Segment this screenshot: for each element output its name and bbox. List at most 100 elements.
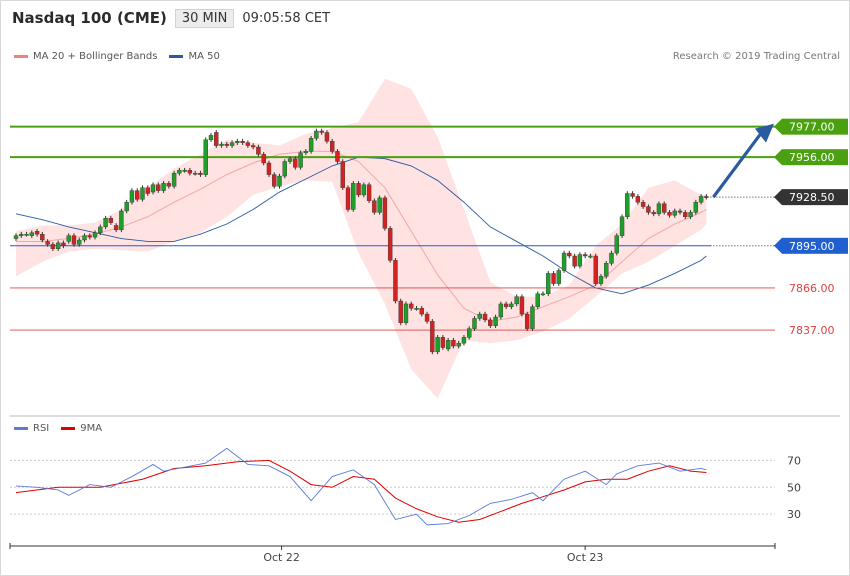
candle-body-4 [34,231,40,235]
candle-body-77 [419,308,424,315]
ma20-line [16,150,707,322]
candle-body-21 [124,202,129,212]
candle-body-40 [224,143,230,146]
candle-body-64 [351,183,356,210]
candle-body-92 [498,303,504,318]
candle-body-27 [156,184,161,191]
legend-ma50-label: MA 50 [188,51,220,62]
candle-body-46 [256,146,261,155]
candle-body-31 [177,170,182,174]
candle-body-42 [235,140,240,143]
candle-body-36 [203,139,208,175]
candle-body-74 [403,303,409,324]
candle-body-104 [561,252,567,271]
candle-body-90 [488,319,493,326]
candle-body-9 [61,242,66,247]
candle-body-67 [366,184,372,201]
candle-body-125 [672,210,677,216]
candle-body-7 [50,244,56,249]
candle-body-127 [683,212,688,217]
legend-rsi-ma: 9MA [61,423,102,434]
candle-body-107 [577,254,583,267]
candle-body-114 [614,235,619,254]
candle-body-63 [345,187,351,210]
candle-body-58 [319,130,324,133]
candle-body-24 [140,187,145,200]
legend-rsi-label: RSI [33,423,50,434]
candle-body-53 [293,158,298,168]
pivot-label-text: 7895.00 [789,240,835,253]
candle-body-86 [467,328,472,338]
support-label-1: 7866.00 [789,282,835,295]
candle-body-123 [662,203,667,213]
candle-body-26 [150,184,156,193]
candle-body-111 [598,276,604,284]
candle-body-106 [572,255,577,267]
candle-body-47 [261,154,266,164]
candle-body-79 [430,321,435,353]
candle-body-93 [503,303,509,308]
candle-body-116 [625,193,630,217]
rsi-line [15,447,707,526]
candle-body-110 [593,255,598,284]
candle-body-59 [324,132,330,142]
resistance-label-1-pointer [774,118,782,135]
candle-body-41 [229,142,235,146]
current-price-label-text: 7928.50 [789,191,835,204]
x-tick-label-0: Oct 22 [263,551,300,564]
candle-body-68 [372,200,377,213]
candle-body-62 [340,161,345,188]
timeframe-badge[interactable]: 30 MIN [174,8,235,28]
candle-body-10 [66,235,71,242]
candle-body-78 [424,313,430,322]
candle-body-44 [245,142,251,146]
candle-body-65 [356,183,361,196]
candle-body-61 [335,151,340,162]
candle-body-20 [119,210,124,231]
candle-body-17 [103,218,108,228]
candle-body-2 [24,233,29,236]
instrument-title: Nasdaq 100 (CME) [12,9,167,27]
candle-body-8 [55,242,61,249]
candle-body-22 [129,190,135,203]
candle-body-69 [377,197,382,213]
candle-body-89 [482,313,488,321]
current-price-label-box [782,189,848,206]
candle-body-51 [282,161,287,177]
candle-body-82 [445,340,451,350]
candle-body-28 [161,183,166,191]
candle-body-87 [472,318,477,329]
candle-body-25 [145,187,150,194]
candle-body-55 [303,151,309,154]
candle-body-102 [551,273,556,284]
candle-body-39 [219,143,224,146]
legend-bands: MA 20 + Bollinger Bands [14,51,157,62]
candle-body-33 [187,170,193,174]
candle-body-1 [19,233,24,236]
candle-body-115 [619,216,625,236]
candle-body-99 [535,293,540,308]
candle-body-126 [677,210,683,213]
candle-body-108 [582,254,588,257]
candle-body-130 [698,196,704,203]
pivot-label-box [782,237,848,254]
candle-body-113 [609,252,614,264]
candle-body-97 [524,313,530,329]
rsi-ma-swatch [61,427,76,430]
candle-body-76 [414,308,419,310]
candle-body-91 [493,316,498,326]
candle-body-131 [704,196,709,198]
candle-body-32 [182,170,187,172]
candle-body-95 [514,296,519,305]
candle-body-0 [13,235,19,239]
candle-body-122 [656,203,662,215]
candle-body-120 [646,206,651,213]
resistance-label-2-text: 7956.00 [789,151,835,164]
candle-body-128 [688,212,693,217]
candle-body-103 [556,270,562,284]
candle-body-30 [171,172,177,187]
candle-body-11 [71,235,77,245]
candle-body-14 [87,235,92,238]
candle-body-56 [308,138,314,152]
